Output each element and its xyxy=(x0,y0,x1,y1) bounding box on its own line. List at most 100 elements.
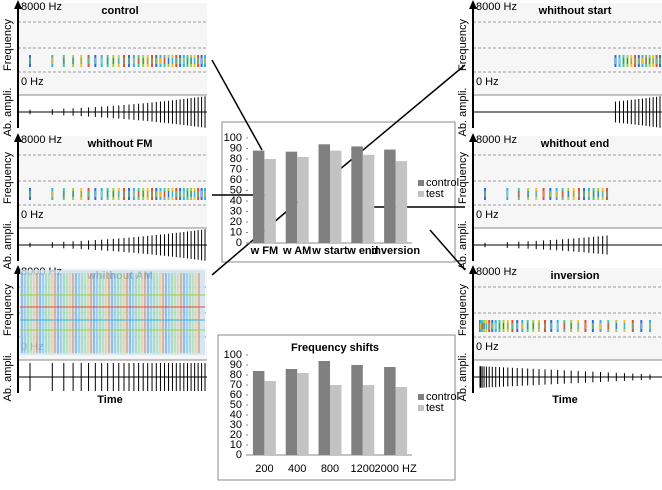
x-tick-label: 2000 HZ xyxy=(374,463,416,475)
amp-axis-label: Ab. ampli. xyxy=(2,88,14,137)
freq-bottom-label: 0 Hz xyxy=(21,76,44,88)
panel-title: whithout end xyxy=(540,138,609,150)
y-axis-label: Frequency xyxy=(2,19,14,71)
freq-top-label: 8000 Hz xyxy=(21,1,62,13)
y-tick-label: 70 xyxy=(230,379,242,391)
bar xyxy=(318,144,330,243)
spectrogram-bg xyxy=(473,268,662,360)
y-tick-label: 90 xyxy=(230,142,242,154)
y-tick-label: 80 xyxy=(230,153,242,165)
axis-arrow xyxy=(14,133,22,142)
y-axis-label: Frequency xyxy=(457,284,469,336)
y-tick-label: 10 xyxy=(230,226,242,238)
bar xyxy=(362,385,375,455)
freq-top-label: 8000 Hz xyxy=(476,266,517,278)
bar xyxy=(362,154,375,243)
amp-axis-label: Ab. ampli. xyxy=(457,88,469,137)
bar xyxy=(330,385,342,455)
y-tick-label: 90 xyxy=(230,359,242,371)
freq-bottom-label: 0 Hz xyxy=(476,341,499,353)
bar xyxy=(252,371,265,455)
bar xyxy=(384,367,396,455)
x-axis-label: Time xyxy=(552,394,577,406)
x-tick-label: 200 xyxy=(255,463,273,475)
panel-title: whithout FM xyxy=(87,138,153,150)
bar xyxy=(351,146,363,243)
x-axis-label: Time xyxy=(97,394,122,406)
freq-top-label: 8000 Hz xyxy=(476,134,517,146)
y-axis-label: Frequency xyxy=(457,19,469,71)
axis-arrow xyxy=(469,0,477,9)
bar xyxy=(285,369,298,455)
bar xyxy=(297,156,309,243)
y-tick-label: 70 xyxy=(230,163,242,175)
freq-top-label: 8000 Hz xyxy=(476,1,517,13)
panel-title: whithout start xyxy=(538,5,612,17)
bar xyxy=(384,149,396,243)
amp-axis-label: Ab. ampli. xyxy=(2,353,14,402)
freq-bottom-label: 0 Hz xyxy=(476,209,499,221)
y-axis-label: Frequency xyxy=(2,284,14,336)
legend-swatch xyxy=(418,405,424,411)
freq-top-label: 8000 Hz xyxy=(21,134,62,146)
x-tick-label: 400 xyxy=(288,463,306,475)
y-tick-label: 40 xyxy=(230,195,242,207)
spectrogram-bg xyxy=(18,3,207,95)
legend-label: test xyxy=(426,188,444,200)
y-tick-label: 80 xyxy=(230,369,242,381)
freq-bottom-label: 0 Hz xyxy=(476,76,499,88)
y-tick-label: 60 xyxy=(230,174,242,186)
y-tick-label: 100 xyxy=(224,132,242,144)
bar xyxy=(351,365,363,455)
y-tick-label: 30 xyxy=(230,205,242,217)
x-tick-label: w FM xyxy=(250,245,279,257)
legend-label: control xyxy=(426,391,459,403)
amp-axis-label: Ab. ampli. xyxy=(457,221,469,270)
x-tick-label: w end xyxy=(346,245,378,257)
axis-arrow xyxy=(469,133,477,142)
spectrogram-bg xyxy=(18,136,207,228)
x-tick-label: w AM xyxy=(282,245,311,257)
y-axis-label: Frequency xyxy=(457,152,469,204)
y-tick-label: 30 xyxy=(230,419,242,431)
y-tick-label: 40 xyxy=(230,409,242,421)
axis-arrow xyxy=(14,0,22,9)
chart-title: Frequency shifts xyxy=(291,342,379,354)
y-tick-label: 20 xyxy=(230,429,242,441)
legend-swatch xyxy=(418,394,424,400)
y-tick-label: 10 xyxy=(230,439,242,451)
freq-bottom-label: 0 Hz xyxy=(21,209,44,221)
legend-label: control xyxy=(426,177,459,189)
bar xyxy=(330,150,342,243)
panel-title: inversion xyxy=(551,270,600,282)
bar xyxy=(264,381,276,455)
spectrogram-bg xyxy=(473,136,662,228)
y-tick-label: 100 xyxy=(224,349,242,361)
bar xyxy=(395,387,408,455)
bar xyxy=(285,151,298,243)
axis-arrow xyxy=(469,265,477,274)
bar xyxy=(264,159,276,243)
y-tick-label: 0 xyxy=(236,237,242,249)
y-tick-label: 0 xyxy=(236,449,242,461)
y-tick-label: 20 xyxy=(230,216,242,228)
y-tick-label: 60 xyxy=(230,389,242,401)
x-tick-label: w start xyxy=(311,245,348,257)
panel-title: control xyxy=(101,5,138,17)
y-axis-label: Frequency xyxy=(2,152,14,204)
y-tick-label: 50 xyxy=(230,399,242,411)
amp-axis-label: Ab. ampli. xyxy=(457,353,469,402)
legend-label: test xyxy=(426,402,444,414)
legend-swatch xyxy=(418,191,424,197)
x-tick-label: inversion xyxy=(371,245,420,257)
bar xyxy=(252,150,265,243)
amp-axis-label: Ab. ampli. xyxy=(2,221,14,270)
legend-swatch xyxy=(418,180,424,186)
y-tick-label: 50 xyxy=(230,184,242,196)
spectrogram-bg xyxy=(473,3,662,95)
bar xyxy=(297,373,309,455)
bar xyxy=(395,161,408,243)
